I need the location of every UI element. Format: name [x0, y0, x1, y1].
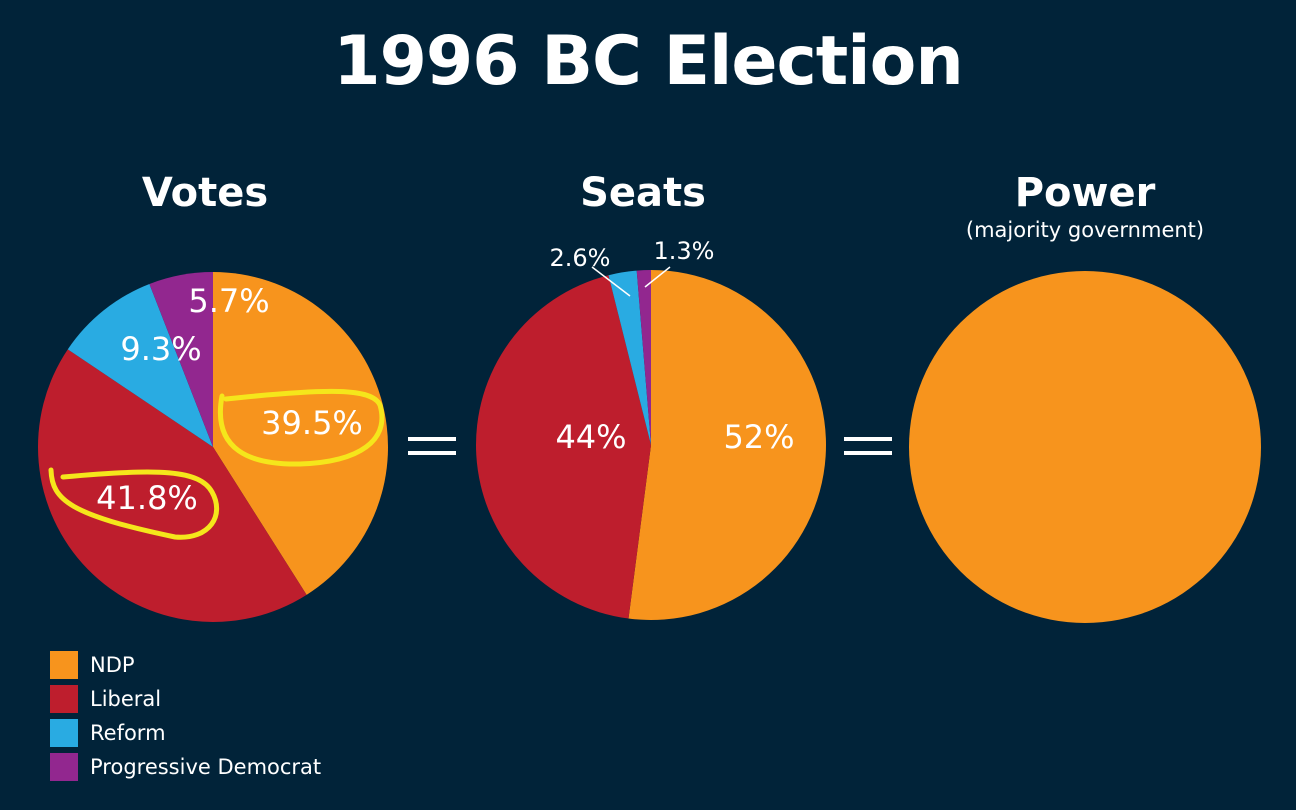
slice-progressive-democrat: [636, 270, 651, 445]
legend-item-liberal: Liberal: [50, 682, 321, 716]
page-title: 1996 BC Election: [333, 22, 963, 101]
legend: NDP Liberal Reform Progressive Democrat: [50, 648, 321, 784]
legend-label: Liberal: [90, 687, 162, 711]
data-label-progressive-democrat: 1.3%: [654, 237, 715, 265]
legend-swatch: [50, 685, 78, 713]
legend-swatch: [50, 719, 78, 747]
slice-liberal: [37, 349, 307, 622]
legend-label: Reform: [90, 721, 166, 745]
legend-label: Progressive Democrat: [90, 755, 322, 779]
slice-reform: [608, 270, 651, 445]
leader-line-reform: [591, 266, 631, 297]
slice-ndp: [909, 271, 1261, 623]
slice-ndp: [213, 272, 389, 595]
legend-label: NDP: [90, 653, 135, 677]
power-subtitle: (majority government): [965, 218, 1205, 242]
legend-item-progressive-democrat: Progressive Democrat: [50, 750, 321, 784]
data-label-liberal: 41.8%: [96, 479, 198, 517]
highlight-loop-ndp: [218, 388, 385, 467]
seats-title: Seats: [580, 170, 706, 216]
slice-ndp: [628, 270, 826, 620]
equals-sign-top-2: [844, 437, 892, 441]
data-label-liberal: 44%: [555, 418, 626, 456]
data-label-ndp: 39.5%: [261, 404, 363, 442]
data-label-progressive-democrat: 5.7%: [188, 282, 269, 320]
legend-item-reform: Reform: [50, 716, 321, 750]
data-label-ndp: 52%: [723, 418, 794, 456]
legend-item-ndp: NDP: [50, 648, 321, 682]
equals-sign-bottom-2: [844, 451, 892, 455]
power-title: Power: [1014, 170, 1156, 216]
leader-line-pd: [644, 266, 671, 288]
slice-progressive-democrat: [149, 272, 213, 447]
votes-title: Votes: [141, 170, 269, 216]
slice-reform: [67, 283, 213, 447]
slice-liberal: [475, 275, 651, 619]
equals-sign-top: [408, 437, 456, 441]
legend-swatch: [50, 753, 78, 781]
data-label-reform: 2.6%: [550, 244, 611, 272]
equals-sign-bottom: [408, 451, 456, 455]
legend-swatch: [50, 651, 78, 679]
data-label-reform: 9.3%: [120, 330, 201, 368]
highlight-loop-liberal: [48, 467, 220, 540]
